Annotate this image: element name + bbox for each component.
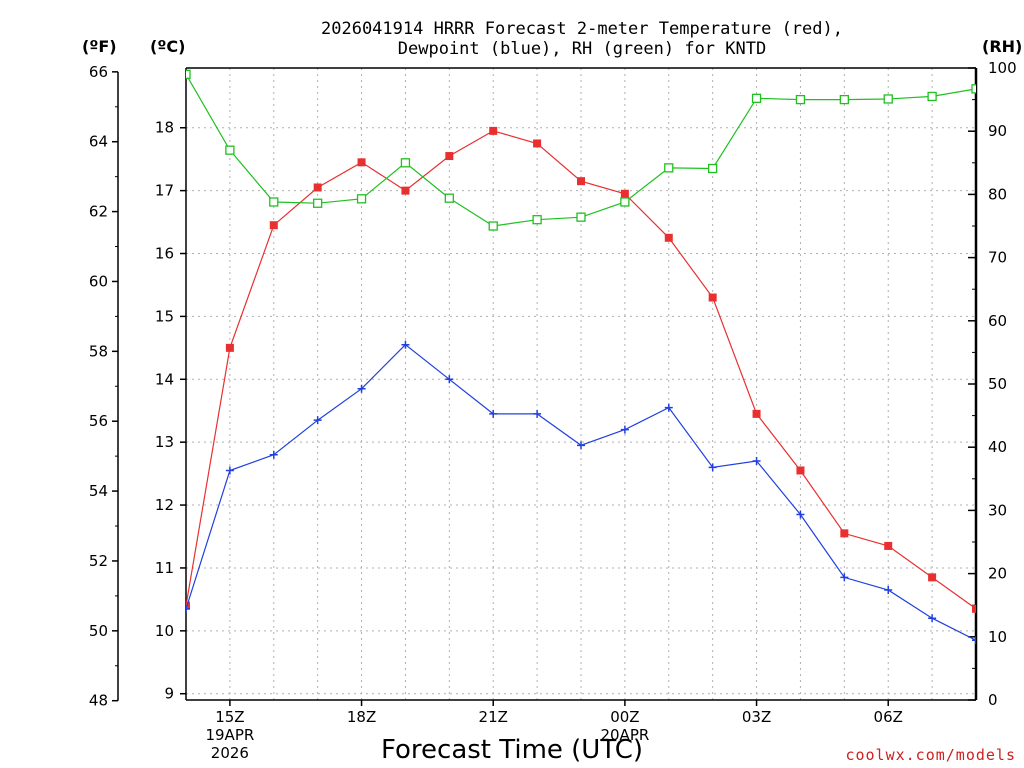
x-axis-label: Forecast Time (UTC) — [381, 735, 643, 765]
temperature-point-13 — [753, 410, 761, 418]
f-tick-label-6: 60 — [89, 272, 108, 290]
x-tick-date-0: 19APR — [205, 726, 254, 744]
rh-point-17 — [928, 92, 936, 100]
x-tick-label-3: 00Z — [610, 708, 639, 726]
dewpoint-point-16 — [884, 586, 892, 594]
rh-tick-label-8: 80 — [988, 185, 1007, 203]
chart-title-line-2: Dewpoint (blue), RH (green) for KNTD — [398, 39, 766, 59]
c-tick-label-8: 17 — [155, 182, 174, 200]
temperature-point-5 — [401, 187, 409, 195]
f-tick-label-8: 64 — [89, 133, 108, 151]
dewpoint-line — [186, 345, 976, 641]
y-axis-rh-label: (RH) — [982, 37, 1022, 56]
dewpoint-point-12 — [709, 463, 717, 471]
rh-tick-label-9: 90 — [988, 122, 1007, 140]
temperature-dewpoint-rh-chart: 2026041914 HRRR Forecast 2-meter Tempera… — [0, 0, 1024, 768]
rh-tick-label-7: 70 — [988, 249, 1007, 267]
temperature-point-8 — [533, 139, 541, 147]
c-tick-label-2: 11 — [155, 559, 174, 577]
dewpoint-point-10 — [621, 426, 629, 434]
credit-text: coolwx.com/models — [845, 746, 1016, 764]
f-tick-label-2: 52 — [89, 552, 108, 570]
rh-tick-label-10: 100 — [988, 59, 1017, 77]
rh-tick-label-0: 0 — [988, 691, 998, 709]
temperature-point-2 — [270, 221, 278, 229]
tick-labels: 48 50 52 54 56 58 60 62 64 66 9 10 11 12 13 14 15 16 17 18 0… — [89, 59, 1017, 762]
temperature-point-18 — [972, 605, 980, 613]
x-tick-label-4: 03Z — [742, 708, 771, 726]
c-tick-label-7: 16 — [155, 245, 174, 263]
chart-title-line-1: 2026041914 HRRR Forecast 2-meter Tempera… — [321, 19, 843, 39]
y-axis-fahrenheit-label: (ºF) — [82, 37, 117, 56]
rh-tick-label-2: 20 — [988, 565, 1007, 583]
rh-point-8 — [533, 216, 541, 224]
dewpoint-point-8 — [533, 410, 541, 418]
rh-point-0 — [182, 70, 190, 78]
rh-point-1 — [226, 146, 234, 154]
rh-line — [186, 74, 976, 226]
rh-tick-label-4: 40 — [988, 438, 1007, 456]
f-tick-label-1: 50 — [89, 622, 108, 640]
temperature-point-6 — [445, 152, 453, 160]
rh-point-2 — [270, 198, 278, 206]
dewpoint-point-17 — [928, 614, 936, 622]
temperature-point-4 — [358, 158, 366, 166]
x-tick-label-1: 18Z — [347, 708, 376, 726]
rh-point-4 — [358, 195, 366, 203]
rh-tick-label-5: 50 — [988, 375, 1007, 393]
c-tick-label-3: 12 — [155, 496, 174, 514]
c-tick-label-0: 9 — [164, 685, 174, 703]
f-tick-label-9: 66 — [89, 63, 108, 81]
x-tick-label-5: 06Z — [874, 708, 903, 726]
c-tick-label-1: 10 — [155, 622, 174, 640]
temperature-point-16 — [884, 542, 892, 550]
rh-point-5 — [401, 159, 409, 167]
temperature-point-10 — [621, 190, 629, 198]
temperature-point-12 — [709, 294, 717, 302]
rh-point-3 — [314, 199, 322, 207]
rh-point-15 — [840, 96, 848, 104]
rh-tick-label-1: 10 — [988, 628, 1007, 646]
temperature-point-7 — [489, 127, 497, 135]
c-tick-label-4: 13 — [155, 433, 174, 451]
rh-tick-label-3: 30 — [988, 501, 1007, 519]
x-tick-label-0: 15Z — [215, 708, 244, 726]
f-tick-label-7: 62 — [89, 203, 108, 221]
rh-point-6 — [445, 194, 453, 202]
rh-point-16 — [884, 95, 892, 103]
rh-point-11 — [665, 164, 673, 172]
f-tick-label-0: 48 — [89, 692, 108, 710]
grid-lines — [186, 68, 976, 700]
c-tick-label-9: 18 — [155, 119, 174, 137]
c-tick-label-6: 15 — [155, 307, 174, 325]
dewpoint-point-15 — [840, 573, 848, 581]
rh-point-10 — [621, 198, 629, 206]
rh-point-9 — [577, 213, 585, 221]
temperature-point-17 — [928, 573, 936, 581]
rh-point-14 — [796, 96, 804, 104]
temperature-point-3 — [314, 183, 322, 191]
x-tick-year-0: 2026 — [211, 744, 249, 762]
f-tick-label-5: 58 — [89, 342, 108, 360]
c-tick-label-5: 14 — [155, 370, 174, 388]
temperature-point-14 — [796, 466, 804, 474]
x-tick-label-2: 21Z — [479, 708, 508, 726]
temperature-point-11 — [665, 234, 673, 242]
dewpoint-point-1 — [226, 466, 234, 474]
temperature-point-15 — [840, 529, 848, 537]
f-tick-label-4: 56 — [89, 412, 108, 430]
y-axis-celsius-label: (ºC) — [150, 37, 185, 56]
rh-point-12 — [709, 164, 717, 172]
rh-point-13 — [753, 94, 761, 102]
temperature-point-9 — [577, 177, 585, 185]
rh-tick-label-6: 60 — [988, 312, 1007, 330]
f-tick-label-3: 54 — [89, 482, 108, 500]
rh-point-7 — [489, 222, 497, 230]
rh-point-18 — [972, 85, 980, 93]
temperature-point-1 — [226, 344, 234, 352]
